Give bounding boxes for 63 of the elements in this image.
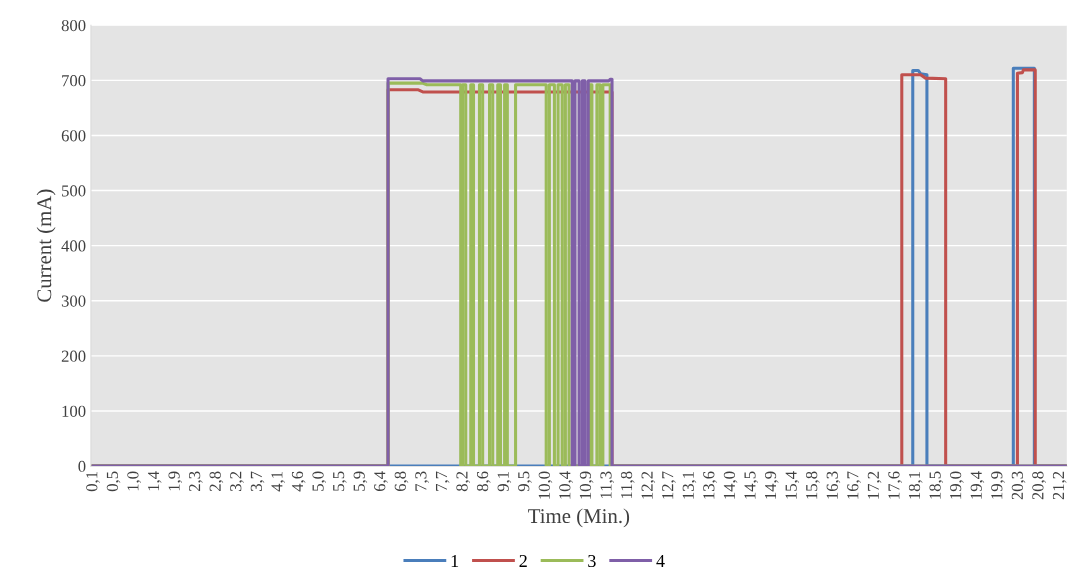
x-tick-label: 14,5	[744, 471, 758, 499]
x-tick-label: 3,2	[230, 471, 244, 491]
x-tick-label: 20,3	[1011, 471, 1026, 500]
x-tick-label: 5,9	[353, 471, 368, 491]
y-tick-label: 300	[61, 295, 86, 307]
x-tick-label: 5,5	[333, 471, 347, 491]
x-tick-label: 2,8	[209, 471, 224, 492]
x-tick-label: 1,4	[147, 471, 162, 491]
x-tick-label: 13,1	[682, 471, 697, 499]
x-tick-label: 18,1	[908, 471, 923, 499]
x-tick-label: 10,9	[579, 471, 594, 499]
x-tick-label: 7,7	[435, 471, 450, 491]
x-tick-label: 4,6	[291, 471, 306, 492]
y-tick-label: 400	[61, 240, 86, 252]
x-tick-label: 8,6	[476, 471, 491, 492]
y-tick-label: 200	[61, 350, 86, 362]
x-tick-label: 1,0	[127, 471, 141, 491]
x-tick-label: 11,3	[600, 471, 615, 499]
x-tick-label: 8,2	[456, 471, 471, 492]
x-tick-label: 17,6	[888, 471, 902, 499]
y-tick-label: 700	[62, 75, 86, 87]
x-tick-label: 17,2	[867, 471, 882, 499]
x-tick-label: 16,7	[847, 471, 861, 499]
x-tick-label: 10,4	[559, 471, 573, 499]
x-tick-label: 9,1	[497, 471, 512, 492]
x-tick-label: 15,4	[785, 471, 800, 499]
y-tick-label: 500	[62, 185, 86, 197]
x-tick-label: 12,2	[641, 471, 656, 499]
x-axis-title: Time (Min.)	[528, 508, 630, 528]
x-tick-label: 19,0	[950, 471, 964, 499]
y-tick-label: 600	[61, 130, 86, 142]
x-tick-label: 2,3	[189, 471, 203, 492]
x-tick-label: 6,4	[374, 471, 388, 492]
legend-label: 1	[451, 554, 459, 567]
y-tick-label: 0	[78, 460, 86, 473]
x-tick-label: 0,1	[86, 471, 100, 492]
y-tick-label: 800	[61, 19, 86, 32]
x-tick-label: 6,8	[394, 471, 409, 492]
x-tick-label: 19,4	[970, 471, 985, 499]
x-tick-label: 7,3	[415, 471, 429, 491]
legend-label: 3	[588, 554, 596, 568]
legend-label: 2	[519, 554, 527, 567]
x-tick-label: 20,8	[1032, 471, 1046, 500]
x-tick-label: 15,8	[806, 471, 820, 499]
y-tick-label: 100	[62, 405, 86, 417]
legend-label: 4	[656, 555, 665, 567]
x-tick-label: 16,3	[826, 471, 841, 499]
x-tick-label: 0,5	[106, 471, 121, 492]
x-tick-label: 18,5	[929, 471, 944, 499]
x-tick-label: 11,8	[620, 471, 635, 499]
x-tick-label: 1,9	[168, 471, 183, 491]
x-tick-label: 4,1	[271, 471, 285, 492]
x-tick-label: 14,9	[764, 471, 779, 499]
x-tick-label: 3,7	[250, 471, 265, 491]
x-tick-label: 10,0	[538, 471, 553, 499]
x-tick-label: 12,7	[662, 471, 676, 499]
x-tick-label: 19,9	[991, 471, 1005, 499]
y-axis-title: Current (mA)	[36, 189, 56, 302]
x-tick-label: 5,0	[312, 471, 327, 491]
x-tick-label: 13,6	[703, 471, 717, 499]
x-tick-label: 21,2	[1052, 471, 1067, 500]
x-tick-label: 14,0	[723, 471, 738, 499]
x-tick-label: 9,5	[518, 471, 532, 492]
